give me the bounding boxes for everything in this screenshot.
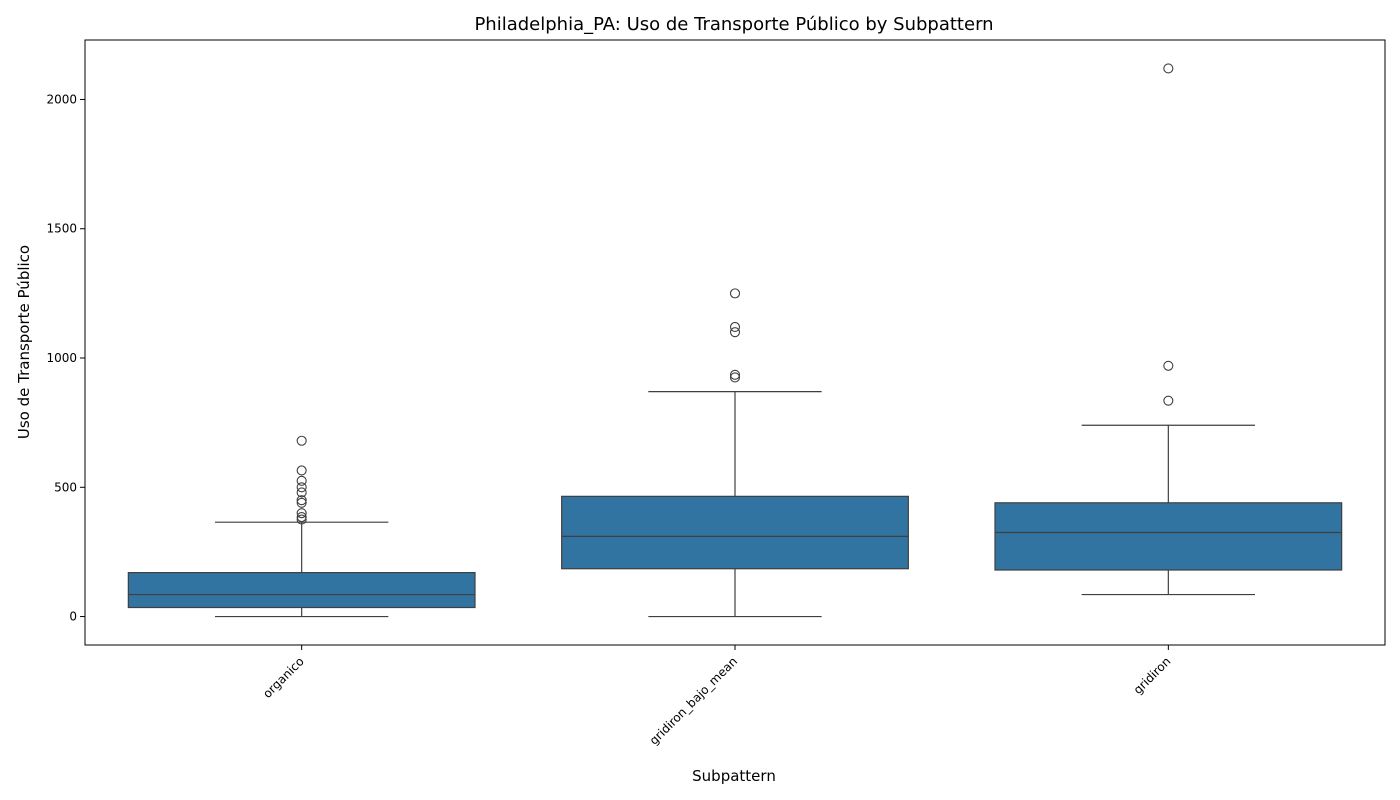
outlier-point — [729, 321, 741, 333]
chart-title: Philadelphia_PA: Uso de Transporte Públi… — [474, 14, 993, 35]
outlier-point — [296, 495, 307, 506]
outlier-point — [729, 327, 741, 338]
outlier-point — [296, 482, 307, 493]
x-tick-label: gridiron — [1131, 654, 1174, 697]
x-tick-label: organico — [260, 654, 307, 701]
x-tick-label: gridiron_bajo_mean — [647, 654, 740, 747]
outlier-point — [296, 487, 307, 498]
outlier-point — [296, 475, 307, 486]
outlier-point — [296, 508, 307, 519]
outlier-point — [729, 369, 741, 380]
outlier-point — [729, 288, 741, 299]
y-tick-label: 0 — [69, 610, 77, 624]
outlier-point — [296, 435, 307, 446]
outlier-point — [1163, 395, 1174, 406]
outlier-point — [1163, 360, 1174, 371]
outlier-point — [296, 514, 307, 525]
outlier-point — [296, 497, 307, 508]
plot-frame — [84, 39, 1386, 646]
y-tick-label: 1000 — [46, 351, 77, 365]
y-tick-label: 500 — [54, 480, 77, 494]
outlier-point — [729, 372, 741, 383]
x-axis-label: Subpattern — [692, 767, 776, 785]
outlier-point — [296, 511, 307, 523]
y-tick-label: 2000 — [46, 92, 77, 106]
outlier-point — [296, 465, 307, 476]
y-axis-label: Uso de Transporte Público — [15, 245, 33, 439]
box-organico — [127, 572, 476, 609]
box-gridiron — [994, 502, 1343, 571]
plot-area: 0 500 1000 1500 2000 organico gridiron_bajo_me… — [46, 39, 1386, 748]
box-gridiron_bajo_mean — [561, 495, 909, 570]
y-tick-label: 1500 — [46, 222, 77, 236]
outlier-point — [1163, 63, 1174, 74]
